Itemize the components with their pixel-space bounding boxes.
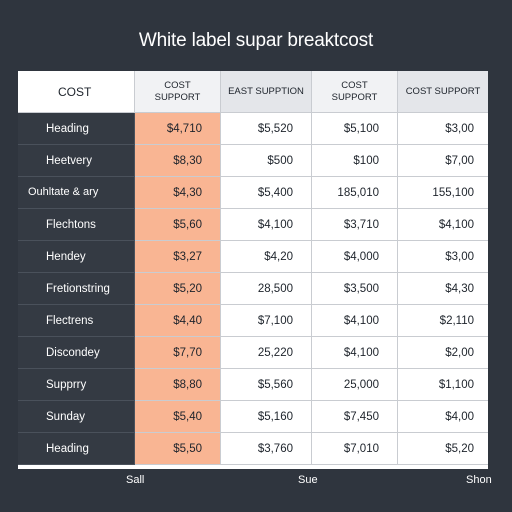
table-cell[interactable]: $5,520 [221, 113, 312, 145]
table-cell[interactable]: $3,710 [312, 209, 398, 241]
table-cell[interactable]: $3,500 [312, 273, 398, 305]
table-cell[interactable]: $100 [312, 145, 398, 177]
table-cell[interactable]: $5,160 [221, 401, 312, 433]
column-header[interactable]: COST SUPPORT [398, 71, 488, 113]
row-label: Ouhltate & ary [18, 177, 135, 209]
table-body: Heading $4,710 $5,520 $5,100 $3,00 Heetvery $8… [18, 113, 488, 465]
table-cell[interactable]: 185,010 [312, 177, 398, 209]
row-label: Fretionstring [18, 273, 135, 305]
row-label: Sunday [18, 401, 135, 433]
table-cell[interactable]: $7,00 [398, 145, 488, 177]
row-label: Hendey [18, 241, 135, 273]
header-row-label[interactable]: COST [18, 71, 135, 113]
table-cell[interactable]: 155,100 [398, 177, 488, 209]
table-cell[interactable]: $4,710 [135, 113, 221, 145]
table-cell[interactable]: $4,100 [312, 305, 398, 337]
table-cell[interactable]: $5,400 [221, 177, 312, 209]
table-cell[interactable]: $4,100 [398, 209, 488, 241]
table-cell[interactable]: $4,40 [135, 305, 221, 337]
table-cell[interactable]: $4,100 [312, 337, 398, 369]
table-cell[interactable]: 25,000 [312, 369, 398, 401]
table-cell[interactable]: $4,00 [398, 401, 488, 433]
column-header[interactable]: EAST SUPPTION [221, 71, 312, 113]
table-cell[interactable]: $7,100 [221, 305, 312, 337]
cost-table: COST COST SUPPORT EAST SUPPTION COST SUP… [18, 71, 488, 465]
table-cell[interactable]: $5,560 [221, 369, 312, 401]
table-cell[interactable]: $3,27 [135, 241, 221, 273]
table-cell[interactable]: $7,70 [135, 337, 221, 369]
row-label: Flechtons [18, 209, 135, 241]
row-label: Supprry [18, 369, 135, 401]
table-header-row: COST COST SUPPORT EAST SUPPTION COST SUP… [18, 71, 488, 113]
table-cell[interactable]: $2,00 [398, 337, 488, 369]
table-cell[interactable]: $2,110 [398, 305, 488, 337]
page-title: White label supar breaktcost [138, 30, 374, 51]
column-header[interactable]: COST SUPPORT [312, 71, 398, 113]
table-footer: Sall Sue Shon [0, 474, 512, 488]
table-row[interactable]: Sunday $5,40 $5,160 $7,450 $4,00 [18, 401, 488, 433]
table-cell[interactable]: $3,00 [398, 241, 488, 273]
table-cell[interactable]: $8,80 [135, 369, 221, 401]
footer-label-right: Shon [466, 474, 492, 486]
table-cell[interactable]: $5,40 [135, 401, 221, 433]
table-cell[interactable]: $4,30 [398, 273, 488, 305]
table-cell[interactable]: $7,450 [312, 401, 398, 433]
table-cell[interactable]: $5,50 [135, 433, 221, 465]
table-row[interactable]: Fretionstring $5,20 28,500 $3,500 $4,30 [18, 273, 488, 305]
table-row[interactable]: Flectrens $4,40 $7,100 $4,100 $2,110 [18, 305, 488, 337]
table-row[interactable]: Hendey $3,27 $4,20 $4,000 $3,00 [18, 241, 488, 273]
table-cell[interactable]: 25,220 [221, 337, 312, 369]
table-cell[interactable]: $5,20 [398, 433, 488, 465]
table-row[interactable]: Flechtons $5,60 $4,100 $3,710 $4,100 [18, 209, 488, 241]
table-cell[interactable]: $1,100 [398, 369, 488, 401]
table-row[interactable]: Heading $5,50 $3,760 $7,010 $5,20 [18, 433, 488, 465]
table-cell[interactable]: $4,30 [135, 177, 221, 209]
table-cell[interactable]: $7,010 [312, 433, 398, 465]
footer-label-left: Sall [126, 474, 145, 486]
column-header[interactable]: COST SUPPORT [135, 71, 221, 113]
footer-label-middle: Sue [298, 474, 318, 486]
table-cell[interactable]: $4,100 [221, 209, 312, 241]
table-row[interactable]: Heetvery $8,30 $500 $100 $7,00 [18, 145, 488, 177]
row-label: Discondey [18, 337, 135, 369]
table-cell[interactable]: $8,30 [135, 145, 221, 177]
table-cell[interactable]: $3,00 [398, 113, 488, 145]
table-row[interactable]: Supprry $8,80 $5,560 25,000 $1,100 [18, 369, 488, 401]
table-cell[interactable]: $4,000 [312, 241, 398, 273]
row-label: Flectrens [18, 305, 135, 337]
table-cell[interactable]: $4,20 [221, 241, 312, 273]
table-row[interactable]: Heading $4,710 $5,520 $5,100 $3,00 [18, 113, 488, 145]
table-cell[interactable]: $3,760 [221, 433, 312, 465]
table-cell[interactable]: $500 [221, 145, 312, 177]
table-cell[interactable]: 28,500 [221, 273, 312, 305]
row-label: Heading [18, 433, 135, 465]
row-label: Heetvery [18, 145, 135, 177]
table-cell[interactable]: $5,20 [135, 273, 221, 305]
table-row[interactable]: Ouhltate & ary $4,30 $5,400 185,010 155,100 [18, 177, 488, 209]
table-cell[interactable]: $5,100 [312, 113, 398, 145]
row-label: Heading [18, 113, 135, 145]
table-row[interactable]: Discondey $7,70 25,220 $4,100 $2,00 [18, 337, 488, 369]
table-cell[interactable]: $5,60 [135, 209, 221, 241]
